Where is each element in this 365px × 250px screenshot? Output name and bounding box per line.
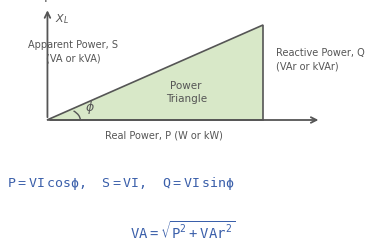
Text: Power
Triangle: Power Triangle	[166, 81, 207, 104]
Text: Reactive Power, Q
(VAr or kVAr): Reactive Power, Q (VAr or kVAr)	[276, 48, 364, 72]
Text: $\mathtt{VA = \sqrt{P^2 + VAr^2}}$: $\mathtt{VA = \sqrt{P^2 + VAr^2}}$	[130, 220, 235, 242]
Text: I: I	[44, 0, 47, 5]
Text: $\phi$: $\phi$	[85, 98, 94, 116]
Text: $X_L$: $X_L$	[55, 12, 69, 26]
Text: Real Power, P (W or kW): Real Power, P (W or kW)	[105, 130, 223, 140]
Text: $\mathtt{P = VI\,cos\phi,\quad S = VI,\quad Q = VI\,sin\phi}$: $\mathtt{P = VI\,cos\phi,\quad S = VI,\q…	[7, 175, 235, 192]
Polygon shape	[47, 25, 263, 120]
Text: Apparent Power, S
(VA or kVA): Apparent Power, S (VA or kVA)	[28, 40, 118, 63]
